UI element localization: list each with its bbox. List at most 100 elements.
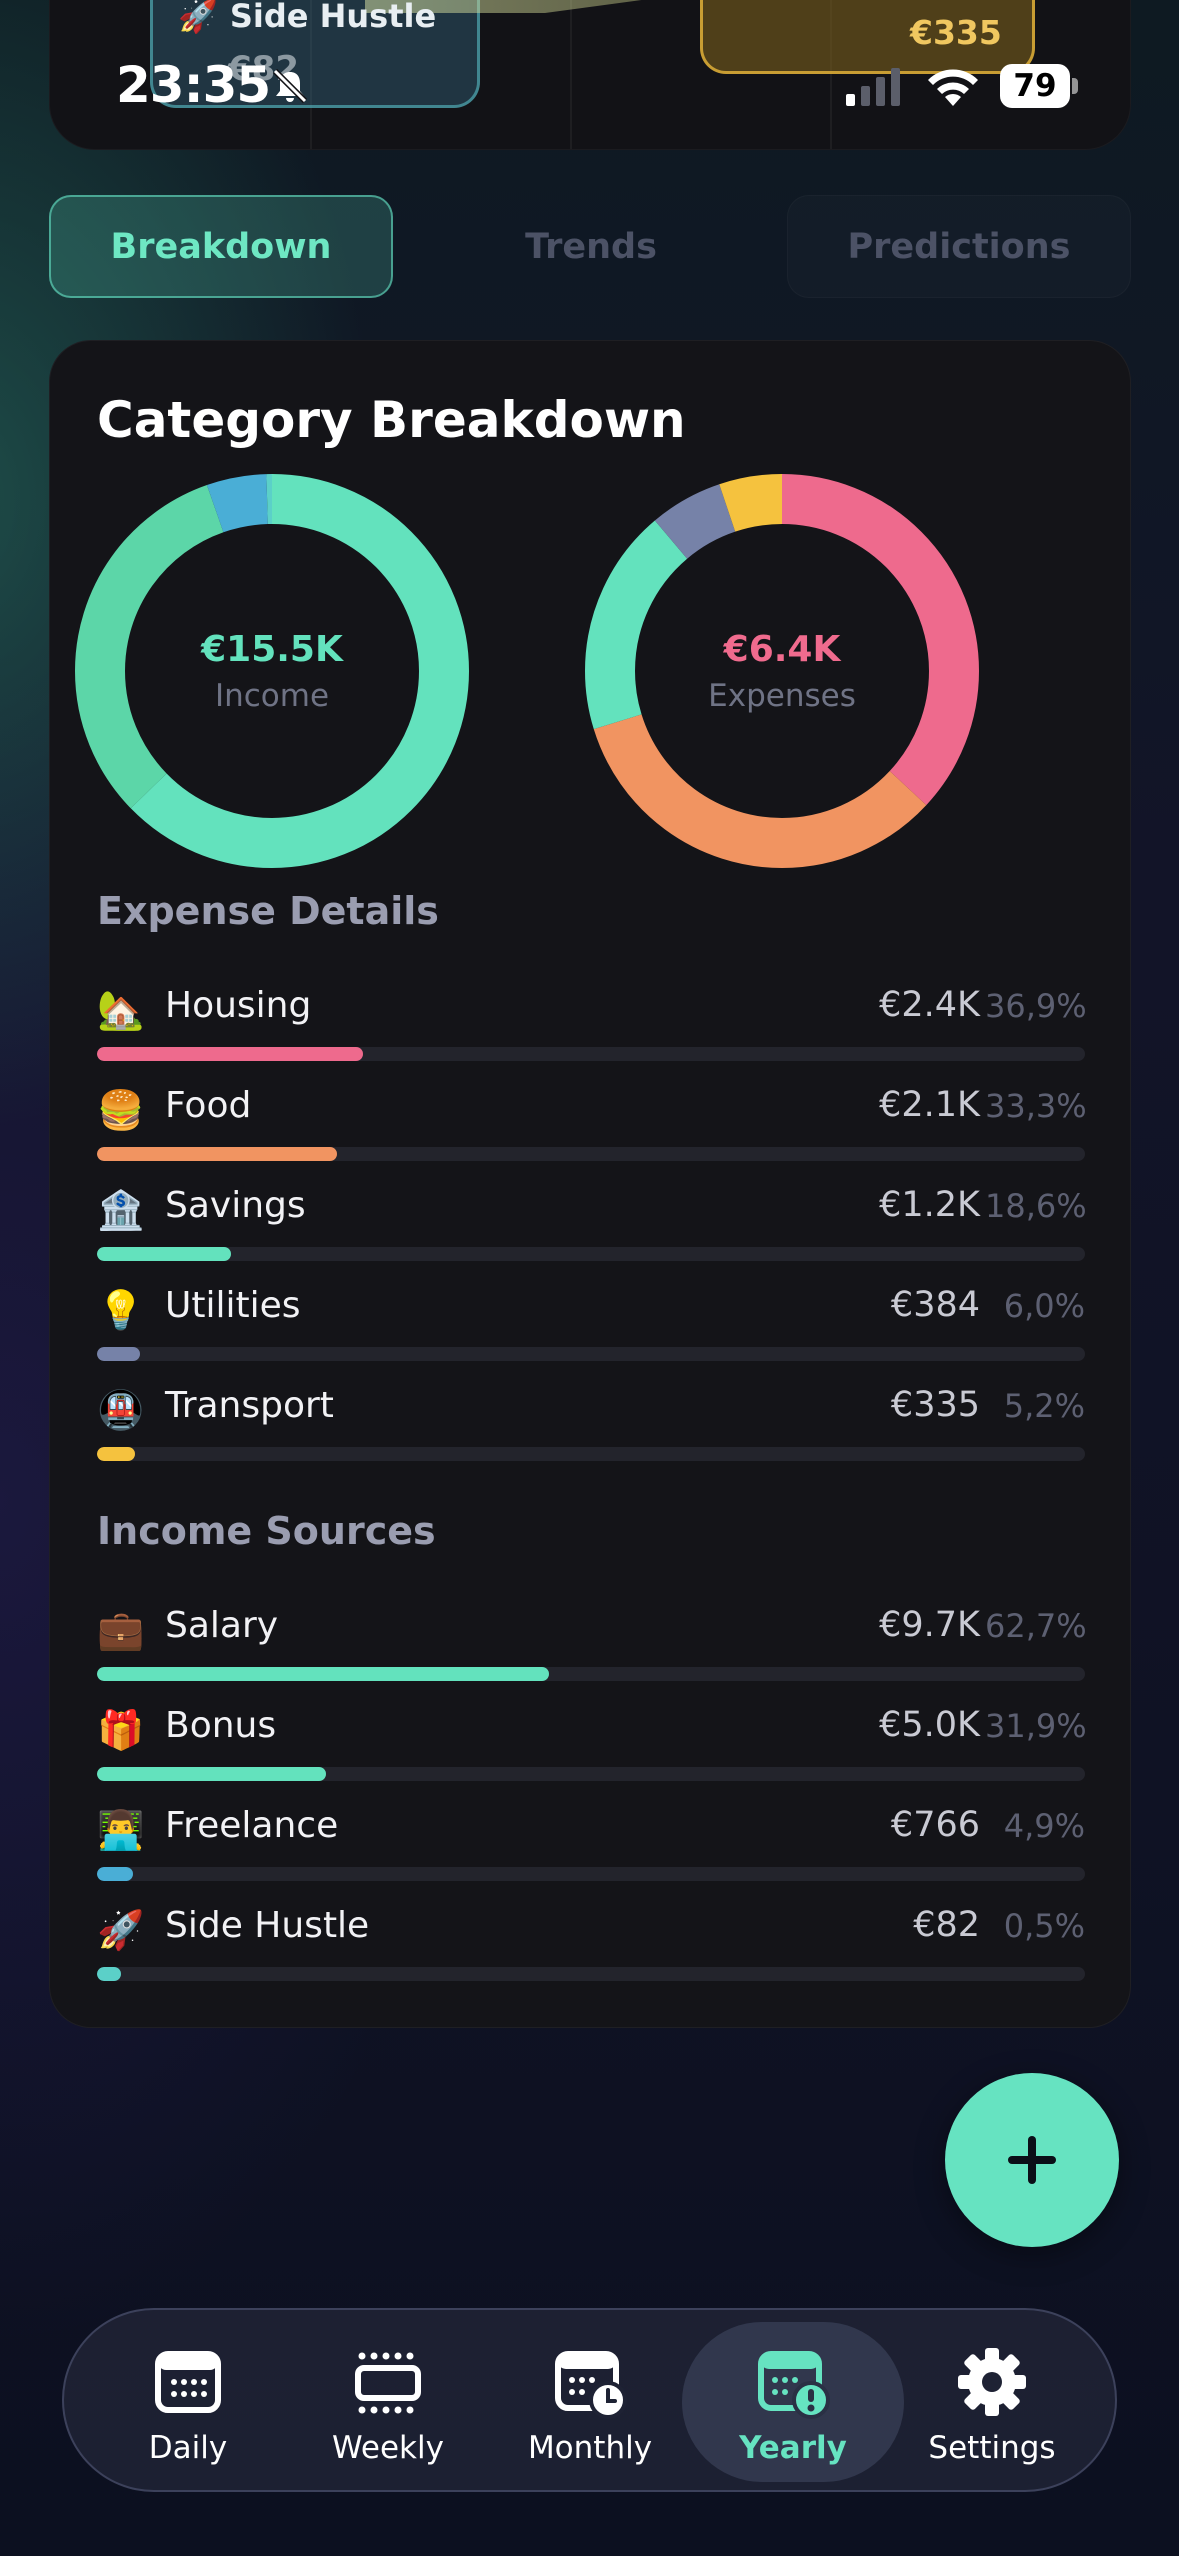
bell-muted-icon bbox=[272, 68, 308, 104]
cellular-signal-icon bbox=[846, 68, 900, 106]
category-percent: 36,9% bbox=[985, 987, 1087, 1025]
expense-donut-chart[interactable]: €6.4K Expenses bbox=[582, 471, 982, 871]
category-label: Salary bbox=[165, 1605, 279, 1646]
income-total: €15.5K bbox=[201, 628, 343, 670]
income-segment-bonus[interactable] bbox=[75, 474, 469, 868]
category-emoji-icon: 👨‍💻 bbox=[97, 1808, 145, 1852]
category-percent: 31,9% bbox=[985, 1707, 1087, 1745]
category-percent: 33,3% bbox=[985, 1087, 1087, 1125]
category-amount: €1.2K bbox=[879, 1185, 980, 1225]
category-label: Utilities bbox=[165, 1285, 301, 1326]
progress-track bbox=[97, 1767, 1085, 1781]
progress-track bbox=[97, 1347, 1085, 1361]
category-breakdown-card: Category Breakdown €15.5K Income €6.4K E… bbox=[49, 340, 1131, 2028]
plus-icon bbox=[1008, 2136, 1056, 2184]
expense-total: €6.4K bbox=[723, 628, 841, 670]
progress-track bbox=[97, 1667, 1085, 1681]
nav-monthly[interactable]: Monthly bbox=[490, 2322, 690, 2482]
progress-track bbox=[97, 1447, 1085, 1461]
tab-breakdown[interactable]: Breakdown bbox=[49, 195, 393, 298]
expense-segment-savings[interactable] bbox=[585, 474, 979, 868]
nav-settings[interactable]: Settings bbox=[892, 2322, 1092, 2482]
category-amount: €9.7K bbox=[879, 1605, 980, 1645]
expenses-row-food[interactable]: 🍔 Food €2.1K 33,3% bbox=[97, 1081, 1087, 1171]
category-percent: 0,5% bbox=[1003, 1907, 1085, 1945]
income-donut-chart[interactable]: €15.5K Income bbox=[72, 471, 472, 871]
calendar-clock-icon bbox=[555, 2351, 627, 2419]
category-amount: €2.1K bbox=[879, 1085, 980, 1125]
progress-fill bbox=[97, 1347, 141, 1361]
category-amount: €5.0K bbox=[879, 1705, 980, 1745]
grid-line bbox=[310, 0, 312, 149]
tab-predictions[interactable]: Predictions bbox=[787, 195, 1131, 298]
category-percent: 18,6% bbox=[985, 1187, 1087, 1225]
category-emoji-icon: 🍔 bbox=[97, 1088, 145, 1132]
progress-track bbox=[97, 1967, 1085, 1981]
grid-line bbox=[830, 0, 832, 149]
nav-daily[interactable]: Daily bbox=[88, 2322, 288, 2482]
expenses-row-utilities[interactable]: 💡 Utilities €384 6,0% bbox=[97, 1281, 1085, 1371]
category-label: Bonus bbox=[165, 1705, 277, 1746]
progress-fill bbox=[97, 1667, 549, 1681]
expenses-row-savings[interactable]: 🏦 Savings €1.2K 18,6% bbox=[97, 1181, 1087, 1271]
expenses-row-transport[interactable]: 🚇 Transport €335 5,2% bbox=[97, 1381, 1085, 1471]
week-view-icon bbox=[355, 2352, 421, 2414]
category-emoji-icon: 🏡 bbox=[97, 988, 145, 1032]
card-title: Category Breakdown bbox=[97, 391, 686, 449]
tab-trends[interactable]: Trends bbox=[525, 226, 657, 267]
category-amount: €2.4K bbox=[879, 985, 980, 1025]
category-amount: €335 bbox=[890, 1385, 980, 1425]
income-label: Income bbox=[214, 677, 330, 714]
progress-fill bbox=[97, 1767, 327, 1781]
category-emoji-icon: 🚇 bbox=[97, 1388, 145, 1432]
progress-fill bbox=[97, 1867, 133, 1881]
grid-line bbox=[570, 0, 572, 149]
category-label: Freelance bbox=[165, 1805, 339, 1846]
sankey-node-side-hustle bbox=[150, 0, 480, 108]
category-amount: €82 bbox=[913, 1905, 980, 1945]
bottom-navigation: Daily Weekly Monthly Yearly bbox=[62, 2308, 1117, 2492]
category-emoji-icon: 🏦 bbox=[97, 1188, 145, 1232]
progress-track bbox=[97, 1867, 1085, 1881]
progress-track bbox=[97, 1047, 1085, 1061]
progress-fill bbox=[97, 1047, 363, 1061]
category-label: Housing bbox=[165, 985, 312, 1026]
sankey-node-label: 🚀 Side Hustle bbox=[178, 0, 436, 35]
sankey-node-transport bbox=[700, 0, 1035, 74]
expense-segment-transport[interactable] bbox=[585, 474, 979, 868]
view-tabs: Breakdown Trends Predictions bbox=[49, 195, 1131, 298]
progress-track bbox=[97, 1147, 1085, 1161]
category-emoji-icon: 🚀 bbox=[97, 1908, 145, 1952]
progress-track bbox=[97, 1247, 1085, 1261]
category-amount: €766 bbox=[890, 1805, 980, 1845]
progress-fill bbox=[97, 1247, 232, 1261]
category-label: Savings bbox=[165, 1185, 306, 1226]
income-sources-title: Income Sources bbox=[97, 1509, 436, 1553]
category-label: Food bbox=[165, 1085, 252, 1126]
category-amount: €384 bbox=[890, 1285, 980, 1325]
category-percent: 62,7% bbox=[985, 1607, 1087, 1645]
category-emoji-icon: 🎁 bbox=[97, 1708, 145, 1752]
nav-yearly[interactable]: Yearly bbox=[682, 2322, 904, 2482]
progress-fill bbox=[97, 1447, 135, 1461]
income-row-side-hustle[interactable]: 🚀 Side Hustle €82 0,5% bbox=[97, 1901, 1085, 1991]
category-label: Side Hustle bbox=[165, 1905, 370, 1946]
calendar-alert-icon bbox=[758, 2351, 830, 2419]
income-row-freelance[interactable]: 👨‍💻 Freelance €766 4,9% bbox=[97, 1801, 1085, 1891]
status-time: 23:35 bbox=[116, 56, 271, 114]
rocket-icon: 🚀 bbox=[178, 0, 218, 35]
income-row-salary[interactable]: 💼 Salary €9.7K 62,7% bbox=[97, 1601, 1087, 1691]
income-row-bonus[interactable]: 🎁 Bonus €5.0K 31,9% bbox=[97, 1701, 1087, 1791]
calendar-icon bbox=[155, 2351, 221, 2413]
category-emoji-icon: 💡 bbox=[97, 1288, 145, 1332]
add-transaction-button[interactable] bbox=[945, 2073, 1119, 2247]
expenses-row-housing[interactable]: 🏡 Housing €2.4K 36,9% bbox=[97, 981, 1087, 1071]
progress-fill bbox=[97, 1967, 121, 1981]
category-emoji-icon: 💼 bbox=[97, 1608, 145, 1652]
expense-segment-food[interactable] bbox=[585, 474, 979, 868]
sankey-node-value: €335 bbox=[910, 13, 1002, 52]
category-percent: 4,9% bbox=[1003, 1807, 1085, 1845]
income-segment-side-hustle[interactable] bbox=[75, 474, 469, 868]
battery-indicator: 79 bbox=[1000, 64, 1078, 108]
nav-weekly[interactable]: Weekly bbox=[288, 2322, 488, 2482]
